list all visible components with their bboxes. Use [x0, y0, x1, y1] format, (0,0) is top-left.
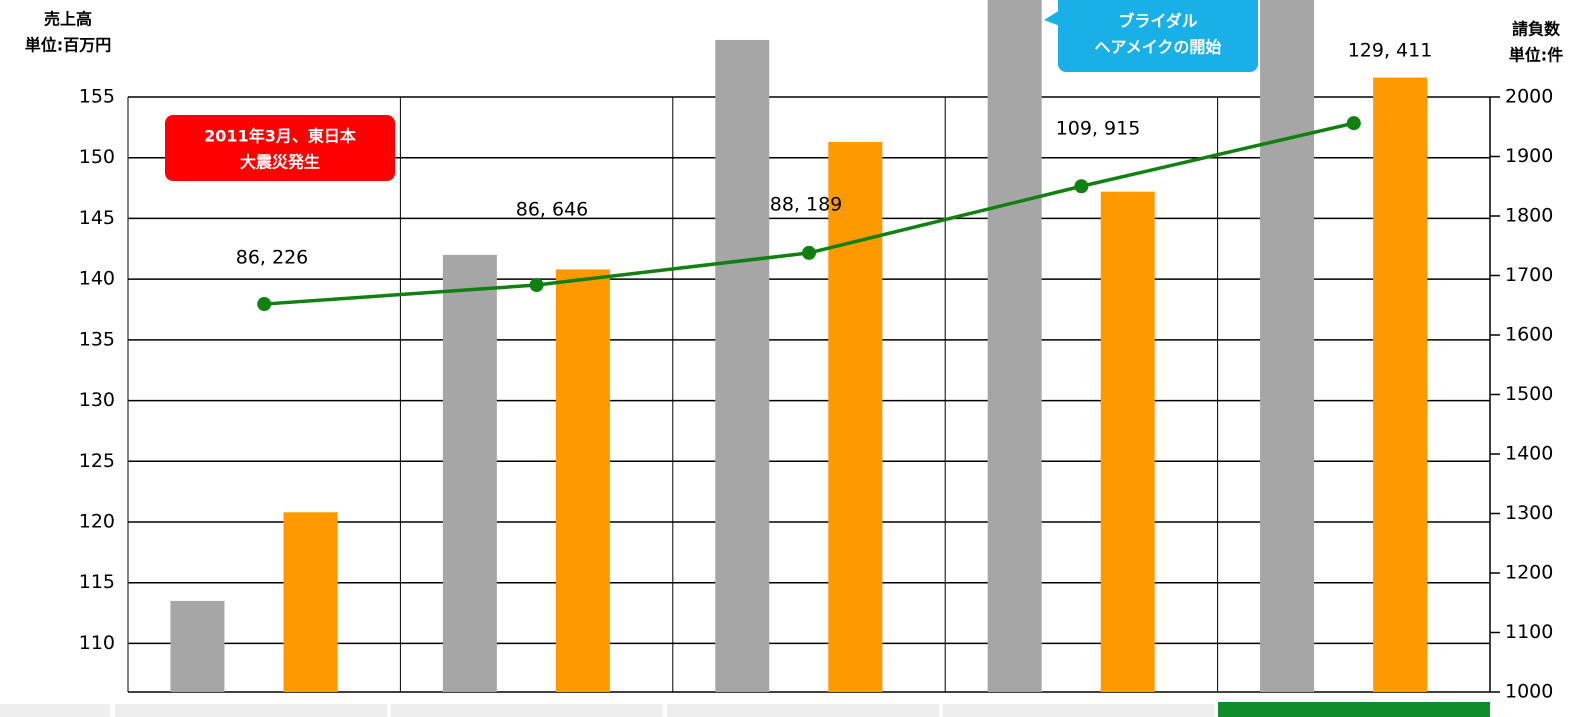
line-point [1346, 116, 1361, 131]
annotation-text: ブライダル [1118, 12, 1197, 31]
line-point [529, 278, 544, 293]
y2-axis-title: 単位:件 [1509, 46, 1563, 65]
y2-tick-label: 1600 [1505, 324, 1553, 346]
y-tick-label: 120 [79, 511, 115, 533]
bar [987, 0, 1042, 693]
y2-tick-label: 1000 [1505, 681, 1553, 703]
y2-tick-label: 1400 [1505, 443, 1553, 465]
y-tick-label: 155 [79, 86, 115, 108]
footer-tab [943, 704, 1215, 717]
y2-tick-label: 1100 [1505, 621, 1553, 643]
y-axis-title: 売上高 [44, 10, 92, 29]
footer-tab-active [1218, 702, 1490, 717]
data-label: 86, 646 [516, 199, 589, 221]
annotation-box [1058, 0, 1258, 72]
y2-tick-label: 1900 [1505, 145, 1553, 167]
y-tick-label: 135 [79, 328, 115, 350]
annotation-text: 大震災発生 [240, 153, 320, 172]
line-point [257, 297, 272, 312]
y2-tick-label: 2000 [1505, 86, 1553, 108]
annotation-text: ヘアメイクの開始 [1095, 38, 1222, 57]
bar [828, 141, 883, 692]
callout-tail [1044, 10, 1060, 26]
y-tick-label: 150 [79, 146, 115, 168]
footer-tab [115, 704, 387, 717]
y-tick-label: 140 [79, 268, 115, 290]
data-label: 129, 411 [1348, 40, 1433, 62]
y2-tick-label: 1300 [1505, 502, 1553, 524]
line-point [802, 245, 816, 260]
bar [1100, 191, 1155, 692]
footer-tab [391, 704, 663, 717]
data-label: 86, 226 [236, 247, 309, 269]
bar [1373, 77, 1428, 693]
y2-tick-label: 1800 [1505, 205, 1553, 227]
data-label: 88, 189 [770, 194, 843, 216]
data-label: 109, 915 [1056, 118, 1141, 140]
y2-tick-label: 1200 [1505, 562, 1553, 584]
bar [442, 254, 497, 692]
y2-tick-label: 1500 [1505, 383, 1553, 405]
footer-tab [0, 704, 110, 717]
annotation-text: 2011年3月、東日本 [204, 127, 356, 146]
y-tick-label: 125 [79, 450, 115, 472]
bar [170, 600, 225, 692]
y-axis-title: 単位:百万円 [25, 36, 111, 55]
line-point [1074, 179, 1089, 194]
y-tick-label: 115 [79, 571, 115, 593]
bar [283, 512, 338, 692]
bar [715, 39, 770, 692]
y2-axis-title: 請負数 [1512, 20, 1561, 39]
annotation-box [165, 115, 395, 181]
y-tick-label: 145 [79, 207, 115, 229]
y-tick-label: 130 [79, 389, 115, 411]
bar [555, 269, 610, 692]
y-tick-label: 110 [79, 632, 115, 654]
y2-tick-label: 1700 [1505, 264, 1553, 286]
bar [1260, 0, 1315, 693]
footer-tab [667, 704, 939, 717]
